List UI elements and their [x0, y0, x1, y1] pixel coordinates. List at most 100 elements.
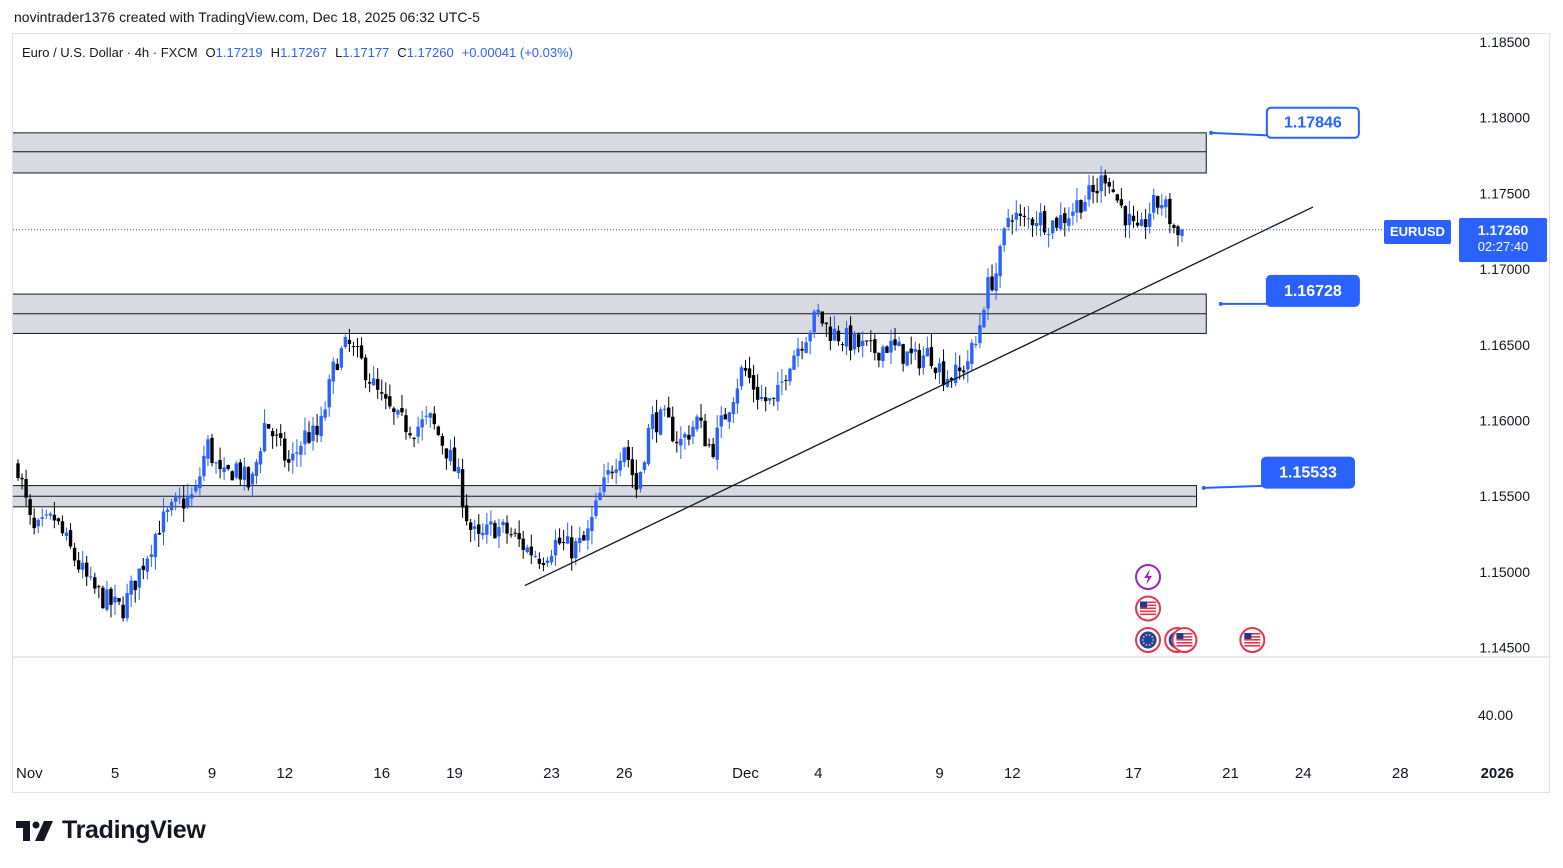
- candle: [125, 583, 129, 622]
- price-callout[interactable]: 1.17846: [1209, 106, 1360, 139]
- candle: [630, 447, 635, 489]
- candle-body: [865, 340, 869, 342]
- candle-body: [234, 463, 238, 478]
- candle: [1164, 196, 1168, 219]
- candle: [1127, 201, 1132, 239]
- candle: [1103, 169, 1107, 197]
- candle-body: [877, 352, 881, 361]
- candle-body: [1115, 194, 1120, 201]
- y-axis[interactable]: 1.18500 1.18000 1.17500 1.17000 1.16500 1.160…: [1478, 34, 1530, 723]
- x-tick-label: 21: [1222, 765, 1239, 782]
- candle-body: [1160, 204, 1164, 209]
- candle-body: [270, 431, 275, 437]
- candle: [489, 510, 493, 536]
- candle-body: [80, 562, 85, 570]
- candle-body: [412, 438, 416, 440]
- candle: [723, 407, 727, 420]
- candle-body: [820, 311, 824, 324]
- event-marker-flash[interactable]: [1135, 564, 1162, 590]
- candle-body: [958, 367, 962, 372]
- candle: [1160, 194, 1164, 216]
- candle: [287, 450, 291, 472]
- candle: [371, 366, 376, 386]
- x-tick-label: Dec: [732, 765, 759, 782]
- candle: [1071, 203, 1075, 226]
- candle-body: [177, 497, 182, 499]
- event-marker-us[interactable]: [1135, 595, 1162, 622]
- candle: [747, 356, 752, 384]
- candle: [561, 529, 566, 551]
- candle-body: [226, 465, 230, 469]
- us-flag-stripe: [1140, 604, 1157, 607]
- price-callout[interactable]: 1.16728: [1218, 274, 1360, 307]
- candle-body: [804, 342, 808, 353]
- price-callout[interactable]: 1.15533: [1201, 456, 1356, 490]
- candle-body: [618, 460, 622, 471]
- candle: [36, 518, 40, 534]
- candle: [113, 584, 117, 615]
- candle: [117, 597, 121, 606]
- candle-body: [432, 413, 436, 425]
- candle-body: [464, 505, 469, 522]
- chart-frame: [12, 33, 1550, 793]
- candle-body: [254, 461, 259, 476]
- candle-body: [808, 332, 812, 342]
- candle-body: [537, 558, 542, 564]
- candle-body: [266, 424, 271, 429]
- candle-body: [784, 379, 788, 381]
- candle-body: [638, 472, 643, 489]
- candle-body: [861, 340, 865, 347]
- event-marker-us[interactable]: [1239, 627, 1266, 653]
- bar-countdown: 02:27:40: [1477, 239, 1529, 254]
- legend-high-label: H: [270, 45, 281, 60]
- candle: [48, 511, 53, 520]
- ohlc-legend: Euro / U.S. Dollar · 4h · FXCM O1.17219 H1…: [22, 45, 573, 60]
- candle-body: [1119, 199, 1124, 206]
- x-tick-label: 19: [446, 765, 463, 782]
- candle-body: [137, 568, 141, 588]
- candle-body: [1156, 196, 1160, 208]
- x-tick-label: 23: [543, 765, 560, 782]
- candle: [1115, 193, 1120, 203]
- candle: [347, 328, 352, 352]
- candle: [1026, 206, 1031, 229]
- x-axis[interactable]: Nov 5 9 12 16 19 23 26 Dec 4 9 12 17 21 24 28 2026: [16, 765, 1514, 782]
- event-marker-eu[interactable]: [1135, 627, 1162, 653]
- candle: [792, 350, 796, 370]
- candle: [1083, 195, 1087, 212]
- candle: [85, 555, 89, 586]
- candle: [966, 350, 970, 383]
- candle: [796, 337, 800, 368]
- candle: [56, 517, 61, 525]
- candle-body: [315, 425, 319, 435]
- candle: [1034, 211, 1039, 236]
- candle: [194, 479, 198, 494]
- candle-body: [897, 341, 901, 347]
- candle: [1050, 220, 1055, 239]
- candle: [270, 427, 275, 449]
- candle-body: [1111, 189, 1115, 192]
- candle-body: [610, 471, 614, 474]
- candle-body: [416, 426, 420, 437]
- candle: [161, 497, 166, 546]
- candle: [408, 426, 412, 439]
- candle: [327, 374, 331, 417]
- candle: [553, 529, 558, 567]
- candle-body: [1083, 202, 1087, 212]
- candle: [1038, 203, 1043, 237]
- candle: [436, 425, 441, 437]
- tradingview-logo[interactable]: TradingView: [16, 816, 206, 845]
- candle-body: [529, 546, 533, 556]
- candle-body: [1087, 185, 1091, 200]
- candle: [776, 371, 780, 411]
- candle: [145, 555, 150, 580]
- candle: [258, 447, 263, 474]
- candle-body: [109, 588, 113, 605]
- event-marker-us[interactable]: [1171, 627, 1198, 653]
- candle: [715, 415, 719, 470]
- candle: [578, 526, 582, 553]
- candle: [1135, 211, 1140, 228]
- candle-body: [327, 379, 331, 408]
- candle-body: [570, 537, 574, 559]
